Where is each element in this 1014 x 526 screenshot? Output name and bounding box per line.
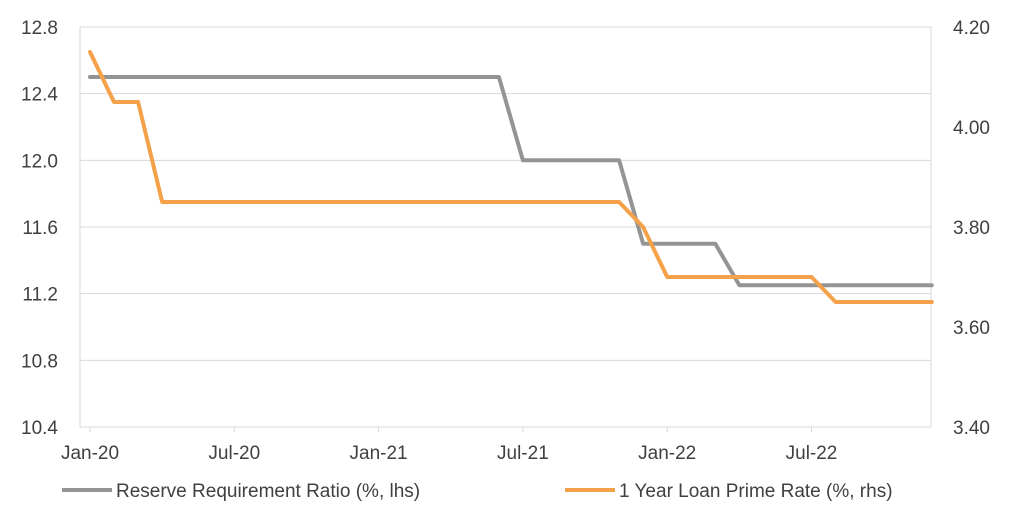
series-lines [88,50,934,304]
y-left-tick-label: 10.4 [21,418,58,439]
x-tick-label: Jul-20 [208,443,260,464]
y-left-tick-label: 12.4 [21,85,58,106]
y-right-tick-label: 4.20 [953,18,990,39]
y-right-tick-label: 3.80 [953,218,990,239]
gridlines [80,93,931,361]
x-tick-label: Jan-22 [638,443,696,464]
y-right-tick-label: 4.00 [953,118,990,139]
x-tick-label: Jan-20 [61,443,119,464]
legend: Reserve Requirement Ratio (%, lhs) 1 Year… [62,481,893,502]
left-axis-ticks: 10.4 10.8 11.2 11.6 12.0 12.4 12.8 [21,18,58,439]
y-right-tick-label: 3.40 [953,418,990,439]
y-left-tick-label: 11.2 [22,285,58,306]
y-left-tick-label: 10.8 [21,351,58,372]
y-left-tick-label: 11.6 [22,218,58,239]
x-axis-ticks: Jan-20 Jul-20 Jan-21 Jul-21 Jan-22 Jul-22 [61,427,837,464]
x-tick-label: Jul-21 [497,443,549,464]
y-right-tick-label: 3.60 [953,318,990,339]
series-line-reserve-requirement-ratio [88,75,934,288]
right-axis-ticks: 3.40 3.60 3.80 4.00 4.20 [953,18,990,439]
y-left-tick-label: 12.0 [21,151,58,172]
legend-label: Reserve Requirement Ratio (%, lhs) [116,481,420,502]
y-left-tick-label: 12.8 [21,18,58,39]
x-tick-label: Jan-21 [350,443,408,464]
series-line-loan-prime-rate [88,50,934,304]
legend-label: 1 Year Loan Prime Rate (%, rhs) [619,481,893,502]
x-tick-label: Jul-22 [786,443,838,464]
